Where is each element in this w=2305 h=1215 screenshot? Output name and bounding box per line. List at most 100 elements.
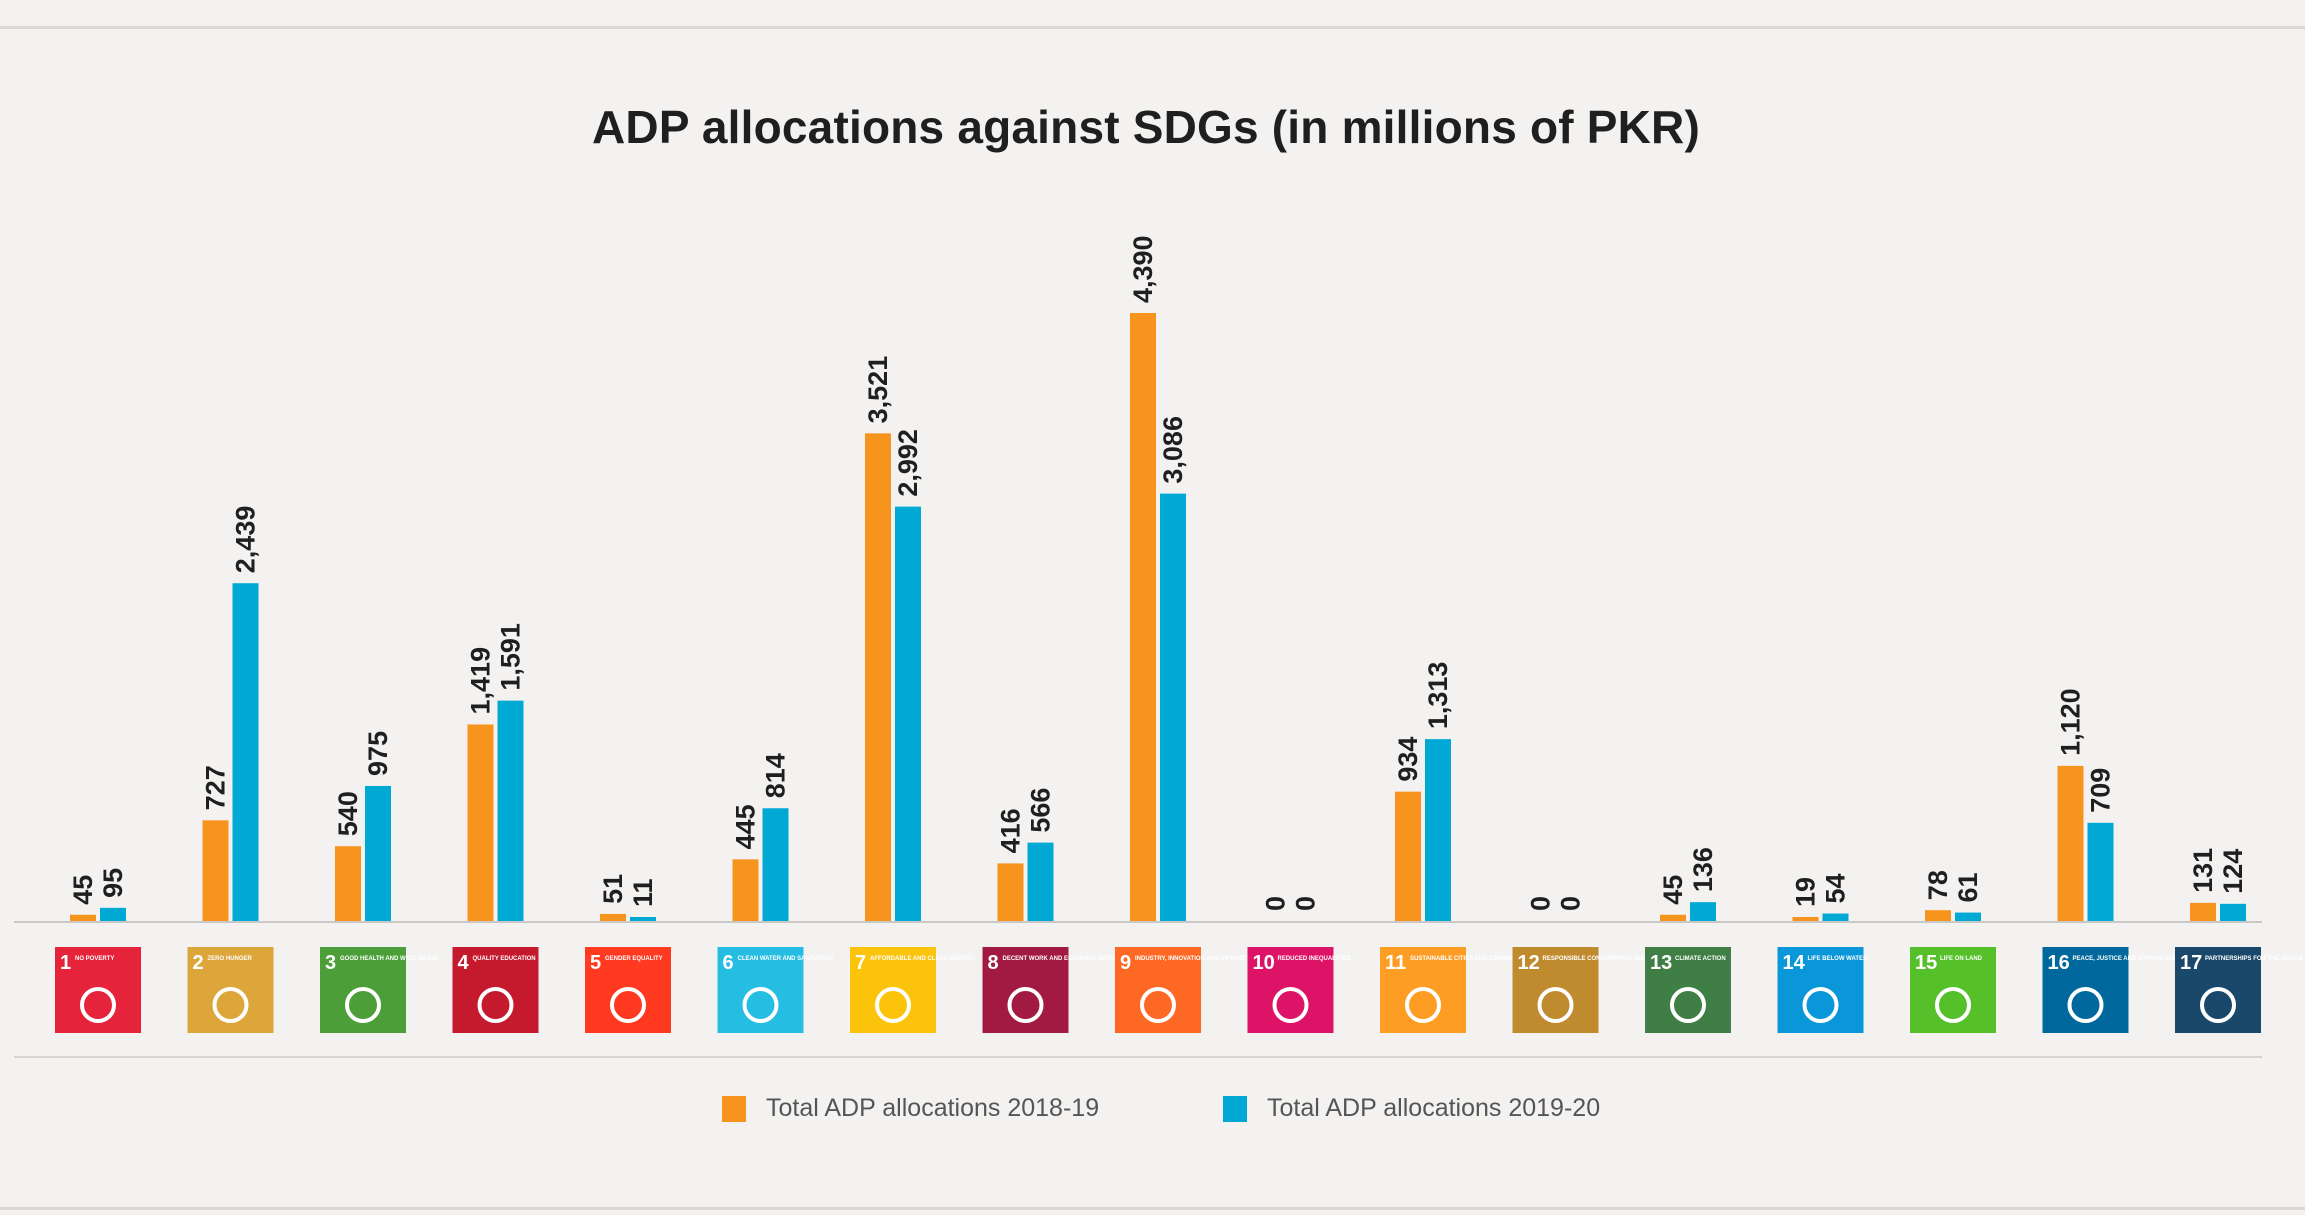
data-label-series2-sdg16: 709 [2086,768,2116,813]
data-label-series1-sdg7: 3,521 [863,356,893,424]
sdg-label-8: DECENT WORK AND ECONOMIC GROWTH [1003,956,1126,962]
bar-series2-sdg6 [762,808,789,921]
sdg-label-17: PARTNERSHIPS FOR THE GOALS [2205,956,2303,962]
tree-icon [1935,987,1971,1023]
data-label-series2-sdg9: 3,086 [1158,416,1188,484]
growth-chart-icon [1007,987,1044,1023]
bar-series1-sdg3 [335,846,361,921]
bar-series2-sdg13 [1690,902,1716,921]
sdg-number-16: 16 [2048,952,2070,974]
data-label-series1-sdg9: 4,390 [1128,235,1158,303]
data-label-series1-sdg13: 45 [1658,875,1688,905]
data-label-series2-sdg13: 136 [1688,847,1718,892]
data-label-series1-sdg8: 416 [996,808,1026,853]
fish-icon [1802,987,1839,1023]
sdg-label-5: GENDER EQUALITY [605,956,663,962]
data-label-series2-sdg14: 54 [1821,873,1851,903]
bar-series1-sdg9 [1130,313,1156,921]
bar-series1-sdg11 [1395,791,1421,921]
sdg-number-1: 1 [60,952,71,974]
sdg-number-12: 12 [1518,952,1540,974]
bar-series2-sdg7 [895,506,921,921]
bar-series2-sdg11 [1425,739,1451,921]
eye-globe-icon [1670,987,1706,1023]
legend-label-2019-20: Total ADP allocations 2019-20 [1267,1094,1601,1122]
bar-series1-sdg14 [1792,917,1819,921]
infinity-icon [1537,987,1574,1023]
sdg-label-15: LIFE ON LAND [1940,956,1983,962]
sdg-number-13: 13 [1650,952,1672,974]
people-family-icon [80,987,116,1023]
bar-series2-sdg15 [1955,912,1981,921]
bar-series1-sdg15 [1925,910,1951,921]
bar-series2-sdg1 [100,907,126,921]
sdg-label-13: CLIMATE ACTION [1675,956,1726,962]
data-label-series2-sdg7: 2,992 [893,429,923,497]
data-label-series2-sdg1: 95 [98,868,128,898]
sdg-number-5: 5 [590,952,601,974]
bar-series2-sdg9 [1160,493,1186,921]
legend-item-2019-20: Total ADP allocations 2019-20 [1223,1094,1600,1123]
data-label-series1-sdg16: 1,120 [2056,688,2086,756]
bar-series2-sdg14 [1822,913,1849,921]
data-label-series1-sdg2: 727 [201,765,231,810]
sdg-number-14: 14 [1783,952,1806,974]
data-label-series1-sdg11: 934 [1393,737,1423,782]
top-divider [0,26,2305,29]
data-label-series1-sdg4: 1,419 [466,647,496,715]
legend-label-2018-19: Total ADP allocations 2018-19 [766,1094,1100,1122]
data-label-series2-sdg15: 61 [1953,873,1983,903]
sdg-label-14: LIFE BELOW WATER [1808,956,1869,962]
bar-series2-sdg4 [497,700,524,921]
data-label-series1-sdg14: 19 [1791,877,1821,907]
data-label-series1-sdg10: 0 [1261,896,1291,911]
sdg-number-7: 7 [855,952,866,974]
sdg-label-9: INDUSTRY, INNOVATION AND INFRASTRUCTURE [1135,956,1276,962]
sdg-number-4: 4 [458,952,470,974]
data-label-series2-sdg17: 124 [2218,849,2248,894]
bar-series1-sdg7 [865,433,891,921]
sdg-number-8: 8 [988,952,999,974]
data-label-series2-sdg6: 814 [761,753,791,798]
buildings-icon [1405,987,1441,1023]
chart-title: ADP allocations against SDGs (in million… [591,101,1700,153]
bar-series2-sdg5 [630,917,656,921]
sdg-label-10: REDUCED INEQUALITIES [1278,956,1351,962]
flower-rings-icon [2200,987,2236,1023]
cubes-icon [1140,987,1176,1023]
bar-series2-sdg3 [365,785,391,921]
bar-series1-sdg8 [997,863,1024,921]
heartbeat-icon [345,987,381,1023]
sdg-number-15: 15 [1915,952,1937,974]
data-label-series2-sdg4: 1,591 [496,623,526,691]
data-label-series1-sdg15: 78 [1923,870,1953,900]
legend-item-2018-19: Total ADP allocations 2018-19 [722,1094,1099,1123]
sdg-number-17: 17 [2180,952,2202,974]
data-label-series2-sdg2: 2,439 [231,506,261,574]
bar-series1-sdg4 [467,724,494,921]
sun-icon [875,987,911,1023]
sdg-label-7: AFFORDABLE AND CLEAN ENERGY [870,956,975,962]
data-label-series2-sdg12: 0 [1556,896,1586,911]
bar-series1-sdg5 [600,913,626,921]
data-label-series2-sdg8: 566 [1026,788,1056,833]
dove-icon [2067,987,2104,1023]
data-label-series2-sdg5: 11 [628,878,658,907]
sdg-number-10: 10 [1253,952,1275,974]
data-label-series2-sdg10: 0 [1291,896,1321,911]
sdg-label-2: ZERO HUNGER [208,956,253,962]
sdg-label-16: PEACE, JUSTICE AND STRONG INSTITUTIONS [2073,956,2207,962]
data-label-series1-sdg12: 0 [1526,896,1556,911]
food-bowl-icon [212,987,249,1023]
sdg-label-6: CLEAN WATER AND SANITATION [738,956,833,962]
sdg-label-1: NO POVERTY [75,956,114,962]
legend-swatch-2019-20 [1223,1095,1247,1122]
sdg-number-9: 9 [1120,952,1131,974]
bottom-divider [0,1207,2305,1210]
data-label-series1-sdg3: 540 [333,791,363,836]
sdg-label-12: RESPONSIBLE CONSUMPTION AND PRODUCTION [1543,956,1689,962]
data-label-series1-sdg1: 45 [68,875,98,905]
bar-series2-sdg16 [2087,822,2114,921]
bar-series1-sdg2 [202,820,229,921]
